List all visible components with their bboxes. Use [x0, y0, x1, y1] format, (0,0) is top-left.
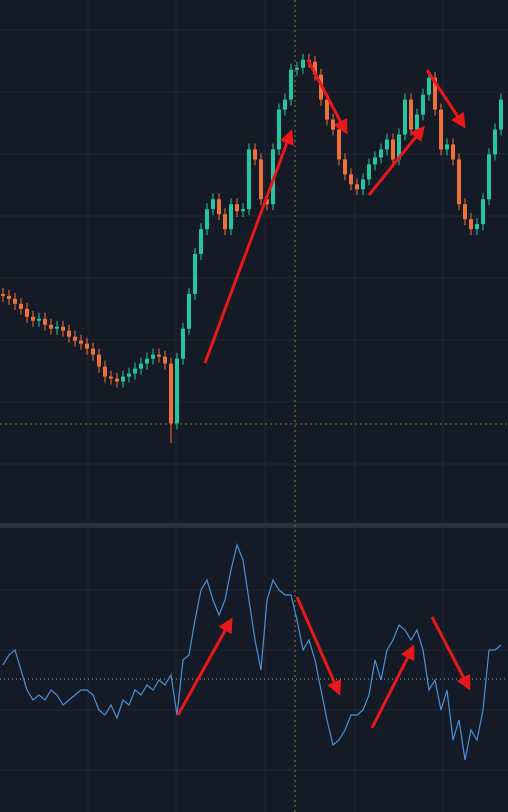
candle-body	[151, 354, 155, 359]
candle-body	[115, 378, 119, 382]
candle-body	[187, 293, 191, 329]
candle-body	[169, 363, 173, 424]
candle-body	[19, 303, 23, 309]
candle-body	[31, 316, 35, 321]
candle-body	[427, 77, 431, 95]
candle-body	[355, 184, 359, 190]
candle-body	[7, 295, 11, 299]
candle-body	[25, 308, 29, 317]
candle-body	[229, 204, 233, 230]
candle-body	[409, 99, 413, 130]
candle-body	[289, 69, 293, 100]
candle-body	[493, 129, 497, 155]
candle-body	[13, 298, 17, 304]
candle-body	[259, 159, 263, 200]
candle-body	[391, 139, 395, 160]
candle-body	[145, 358, 149, 364]
candle-body	[85, 343, 89, 349]
candle-body	[37, 318, 41, 321]
candle-body	[91, 348, 95, 355]
candle-body	[199, 229, 203, 255]
candle-body	[373, 157, 377, 165]
candle-body	[163, 356, 167, 364]
candle-body	[43, 318, 47, 325]
candle-body	[217, 199, 221, 215]
candle-body	[499, 99, 503, 130]
candle-body	[487, 154, 491, 200]
candle-body	[97, 354, 101, 367]
candle-body	[175, 358, 179, 424]
candle-body	[79, 340, 83, 344]
candle-body	[301, 59, 305, 68]
candle-body	[73, 336, 77, 341]
candle-body	[223, 214, 227, 230]
candle-body	[445, 144, 449, 150]
candle-body	[139, 363, 143, 369]
candle-body	[283, 99, 287, 110]
candle-body	[109, 376, 113, 379]
candle-body	[247, 149, 251, 210]
candle-body	[325, 99, 329, 120]
candle-body	[121, 376, 125, 382]
candle-body	[433, 77, 437, 110]
candle-body	[421, 94, 425, 115]
candle-body	[349, 174, 353, 185]
candle-body	[451, 144, 455, 160]
candle-body	[241, 209, 245, 212]
candle-body	[361, 179, 365, 190]
pane-separator[interactable]	[0, 523, 508, 528]
candle-body	[481, 199, 485, 225]
candle-body	[157, 354, 161, 357]
annotation-arrows	[176, 59, 471, 729]
candle-body	[253, 149, 257, 160]
candle-body	[379, 149, 383, 158]
candle-body	[211, 199, 215, 210]
candle-body	[331, 119, 335, 130]
candle-body	[295, 67, 299, 70]
candle-body	[475, 224, 479, 230]
candle-body	[457, 159, 461, 205]
candle-body	[367, 164, 371, 180]
candle-body	[313, 61, 317, 75]
candle-body	[55, 326, 59, 329]
candle-body	[49, 324, 53, 329]
candle-body	[469, 219, 473, 230]
marks	[1, 53, 503, 761]
candle-body	[385, 139, 389, 150]
candle-body	[415, 114, 419, 130]
candle-body	[193, 254, 197, 294]
candle-body	[463, 204, 467, 220]
candle-body	[133, 368, 137, 374]
candle-body	[181, 328, 185, 359]
candle-body	[265, 199, 269, 205]
candle-body	[277, 109, 281, 150]
candle-body	[205, 209, 209, 230]
candle-body	[235, 204, 239, 212]
candle-body	[337, 129, 341, 160]
candle-body	[397, 134, 401, 160]
candle-body	[439, 109, 443, 150]
candle-body	[67, 330, 71, 337]
candle-body	[61, 326, 65, 331]
candle-body	[1, 293, 5, 296]
candle-body	[103, 366, 107, 377]
candle-body	[403, 99, 407, 135]
candle-body	[127, 373, 131, 377]
oscillator-line	[2, 543, 502, 761]
candle-body	[343, 159, 347, 175]
